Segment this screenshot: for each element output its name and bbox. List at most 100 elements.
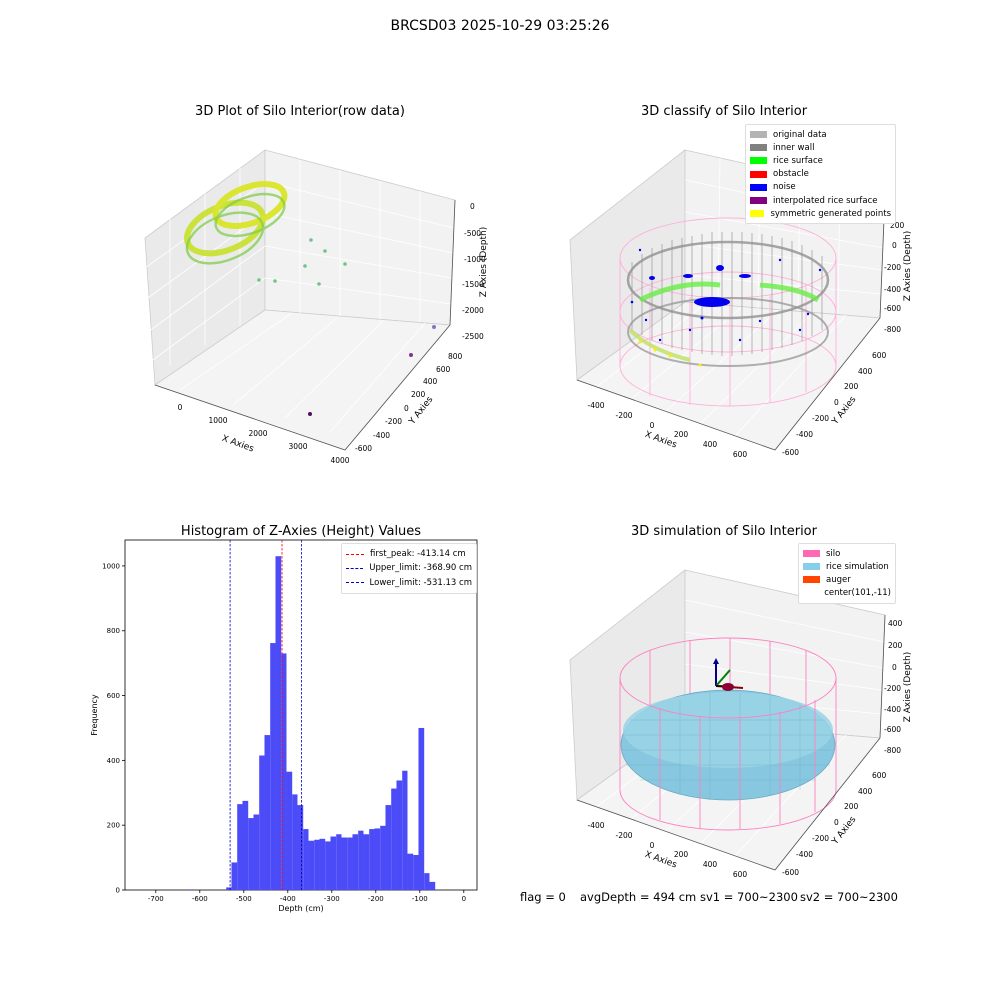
legend-item: inner wall xyxy=(750,141,891,154)
legend-line xyxy=(346,582,364,584)
status-sv2: sv2 = 700~2300 xyxy=(800,890,898,904)
histogram-reference-lines xyxy=(229,540,302,890)
histogram-bar xyxy=(297,805,304,890)
simulation-3d-plot: -400 -200 0 200 400 600 -600 -400 -200 0… xyxy=(569,569,913,879)
legend-swatch xyxy=(750,183,767,191)
raw-y-label: Y Axies xyxy=(407,395,436,428)
sim-y-tick: 400 xyxy=(858,787,873,796)
raw-x-tick: 0 xyxy=(178,403,183,412)
classify-y-tick: 600 xyxy=(872,351,887,360)
histogram-bar xyxy=(330,836,337,890)
histogram-bar xyxy=(341,837,348,890)
raw-y-tick: 600 xyxy=(436,365,451,374)
histogram-bar xyxy=(374,828,381,890)
histogram-title: Histogram of Z-Axies (Height) Values xyxy=(180,524,422,539)
histogram-bar xyxy=(281,653,287,890)
raw-y-tick: 400 xyxy=(423,377,438,386)
histogram-bar xyxy=(358,830,364,890)
raw-z-tick: 0 xyxy=(470,202,475,211)
sim-y-tick: 0 xyxy=(834,818,839,827)
histogram-bar xyxy=(385,805,392,890)
x-tick-label: -300 xyxy=(324,895,340,903)
legend-label: rice simulation xyxy=(826,561,889,572)
sim-z-tick: -800 xyxy=(884,746,901,755)
histogram-bar xyxy=(391,788,397,890)
legend-swatch xyxy=(750,131,767,139)
histogram-bar xyxy=(303,829,309,890)
legend-label: noise xyxy=(773,182,796,193)
histogram-bar xyxy=(363,834,370,890)
legend-item: first_peak: -413.14 cm xyxy=(346,547,472,561)
legend-swatch xyxy=(750,197,767,205)
classify-x-tick: -400 xyxy=(587,401,604,410)
classify-x-tick: -200 xyxy=(615,411,632,420)
y-tick-label: 800 xyxy=(107,627,120,635)
legend-label: first_peak: -413.14 cm xyxy=(370,549,466,560)
classify-y-tick: 0 xyxy=(834,398,839,407)
raw-plot-title: 3D Plot of Silo Interior(row data) xyxy=(195,104,405,119)
histogram-bar xyxy=(237,804,243,890)
histogram-bar xyxy=(286,771,293,890)
raw-z-tick: -1000 xyxy=(464,255,486,264)
sim-z-tick: 200 xyxy=(888,641,903,650)
sim-y-tick: -600 xyxy=(782,868,799,877)
histogram-bar xyxy=(396,780,403,890)
sim-z-label: Z Axies (Depth) xyxy=(903,652,913,723)
sim-z-tick: -600 xyxy=(884,725,901,734)
classify-y-tick: 200 xyxy=(844,382,859,391)
histogram-bar xyxy=(336,834,342,890)
y-tick-label: 1000 xyxy=(102,562,120,570)
sim-x-tick: 200 xyxy=(674,850,689,859)
classify-z-tick: -800 xyxy=(884,325,901,334)
histogram-bar xyxy=(275,556,282,890)
x-tick-label: 0 xyxy=(462,895,466,903)
raw-z-label: Z Axies (Depth) xyxy=(479,227,489,298)
x-tick-label: -600 xyxy=(192,895,208,903)
legend-label: original data xyxy=(773,129,827,140)
legend-item: interpolated rice surface xyxy=(750,194,891,207)
classify-z-tick: -600 xyxy=(884,304,901,313)
histogram-bar xyxy=(231,862,238,890)
classify-z-tick: -400 xyxy=(884,285,901,294)
histogram-bar xyxy=(424,873,430,890)
sim-y-tick: -400 xyxy=(796,850,813,859)
raw-y-tick: -400 xyxy=(373,431,390,440)
raw-x-tick: 3000 xyxy=(288,442,307,451)
sim-y-tick: -200 xyxy=(812,834,829,843)
histogram-bar xyxy=(369,829,375,890)
histogram-bar xyxy=(429,881,436,890)
legend-label: silo xyxy=(826,548,841,559)
legend-item: center(101,-11) xyxy=(803,587,891,600)
sim-x-tick: -400 xyxy=(587,821,604,830)
y-tick-label: 0 xyxy=(116,887,120,895)
classify-x-tick: 200 xyxy=(674,430,689,439)
sim-x-tick: 400 xyxy=(703,860,718,869)
histogram-bar xyxy=(308,840,315,890)
sim-z-tick: -400 xyxy=(884,705,901,714)
legend-item: symmetric generated points xyxy=(750,207,891,220)
legend-label: inner wall xyxy=(773,142,815,153)
raw-y-tick: -600 xyxy=(355,444,372,453)
status-sv1: sv1 = 700~2300 xyxy=(700,890,798,904)
legend-swatch xyxy=(750,210,765,218)
legend-swatch xyxy=(803,550,820,558)
histogram-bar xyxy=(413,855,419,890)
x-tick-label: -400 xyxy=(280,895,296,903)
x-tick-label: -500 xyxy=(236,895,252,903)
histogram-legend: first_peak: -413.14 cm Upper_limit: -368… xyxy=(341,543,477,594)
raw-x-tick: 2000 xyxy=(248,429,267,438)
histogram-x-label: Depth (cm) xyxy=(278,904,323,913)
x-tick-label: -100 xyxy=(412,895,428,903)
histogram-bar xyxy=(264,735,271,890)
histogram-bar xyxy=(319,838,326,890)
legend-line xyxy=(346,553,364,555)
legend-swatch xyxy=(750,144,767,152)
sim-x-tick: -200 xyxy=(615,831,632,840)
raw-y-tick: 200 xyxy=(411,390,426,399)
legend-label: rice surface xyxy=(773,155,823,166)
legend-item: rice surface xyxy=(750,154,891,167)
histogram-bar xyxy=(314,839,320,890)
legend-item: Upper_limit: -368.90 cm xyxy=(346,561,472,575)
histogram-bar xyxy=(253,814,260,890)
classify-legend: original data inner wall rice surface ob… xyxy=(745,124,896,225)
